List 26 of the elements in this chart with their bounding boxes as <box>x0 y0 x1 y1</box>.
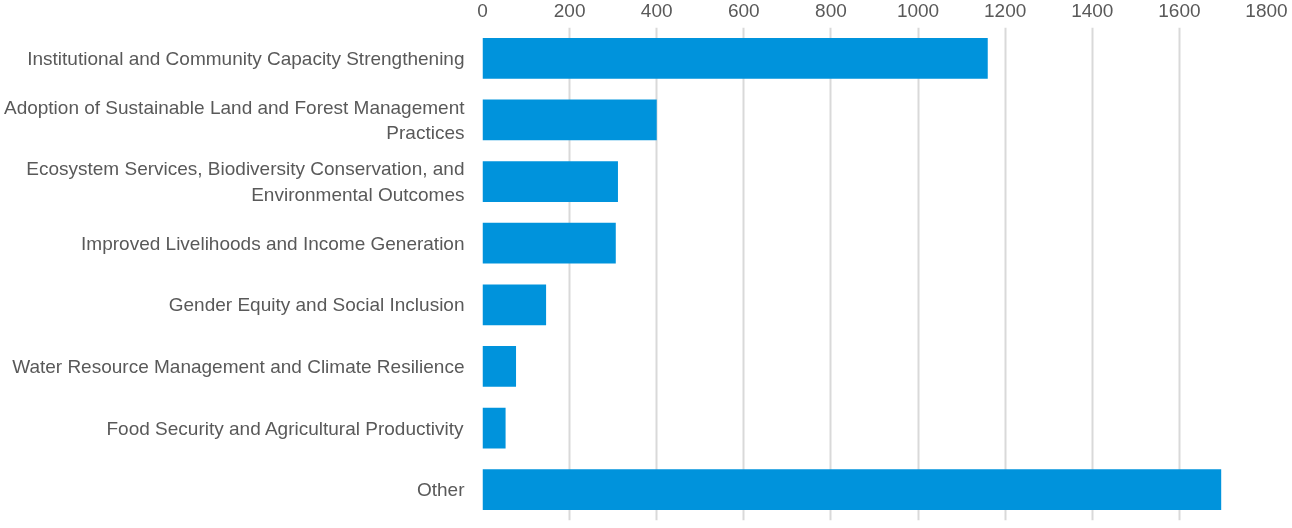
bar <box>482 407 506 449</box>
bar <box>482 222 616 264</box>
bar <box>482 99 657 141</box>
x-tick-label: 1800 <box>1245 0 1288 21</box>
x-tick-label: 1600 <box>1158 0 1201 21</box>
bar <box>482 346 517 387</box>
x-tick-label: 1400 <box>1071 0 1114 21</box>
y-tick-label: Other <box>416 479 466 501</box>
bar <box>482 469 1222 511</box>
x-tick-label: 200 <box>553 0 586 21</box>
x-tick-label: 0 <box>477 0 488 21</box>
bar <box>482 37 988 79</box>
x-tick-label: 1000 <box>896 0 940 21</box>
bar <box>482 284 547 326</box>
y-tick-label: Institutional and Community Capacity Strengthening <box>27 47 465 69</box>
x-tick-label: 800 <box>815 0 847 21</box>
y-tick-label: Adoption of Sustainable Land and Forest Management Practices <box>3 96 466 144</box>
x-tick-label: 600 <box>727 0 760 21</box>
y-tick-label: Water Resource Management and Climate Resilience <box>12 355 465 377</box>
x-tick-label: 400 <box>640 0 673 21</box>
y-tick-label: Improved Livelihoods and Income Generation <box>81 232 465 254</box>
bar <box>482 161 618 202</box>
y-tick-label: Gender Equity and Social Inclusion <box>168 294 465 316</box>
y-tick-label: Ecosystem Services, Biodiversity Conservation, and Environmental Outcomes <box>26 158 465 205</box>
y-tick-label: Food Security and Agricultural Productivity <box>106 417 464 439</box>
x-tick-label: 1200 <box>984 0 1027 21</box>
